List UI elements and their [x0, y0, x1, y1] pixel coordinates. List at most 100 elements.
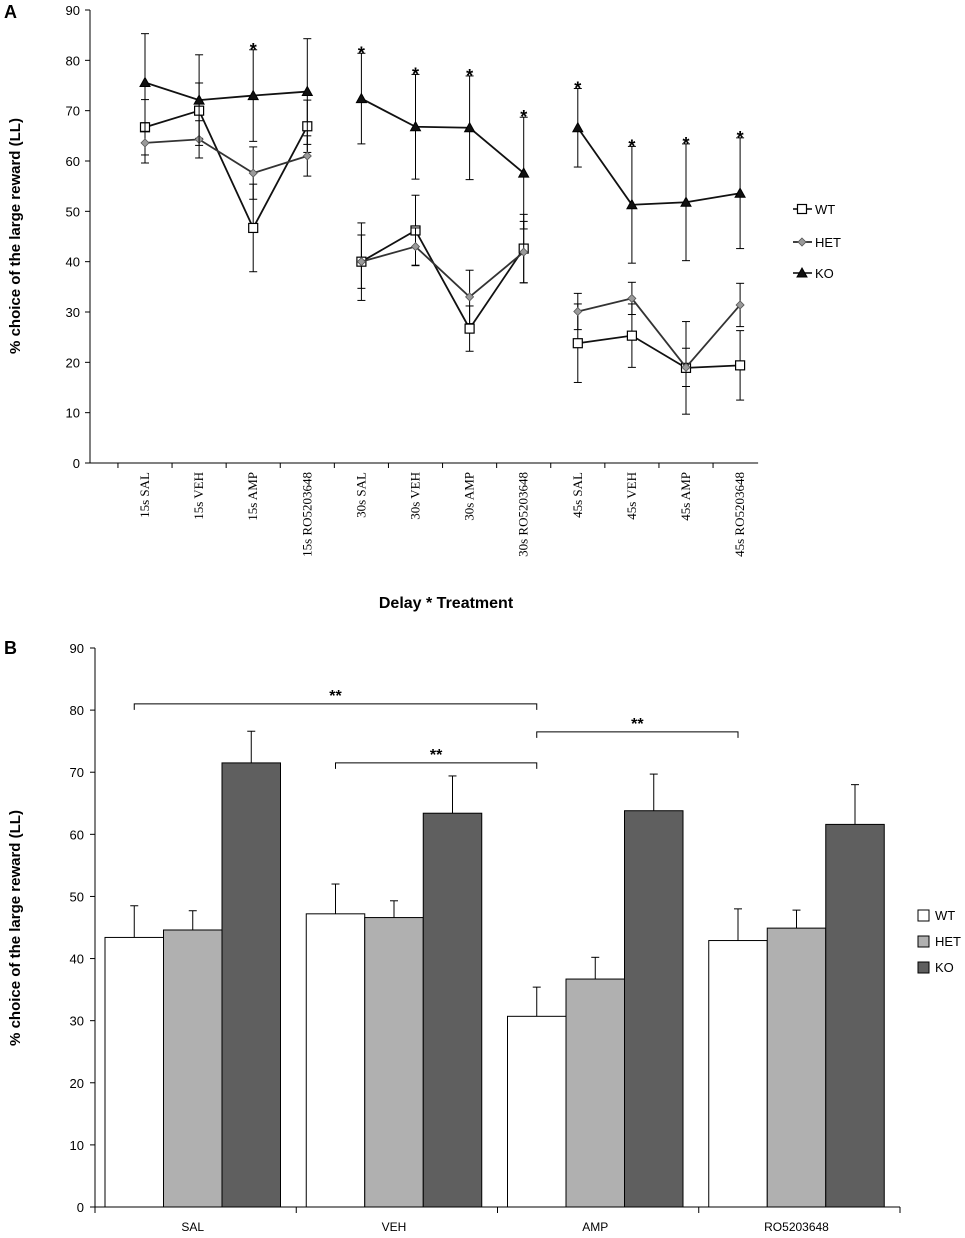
series-het-bars	[163, 900, 827, 1208]
bar-het	[766, 927, 827, 1208]
series-line-ko	[144, 81, 308, 102]
significance-star-a: *	[628, 136, 635, 156]
panel-b-label: B	[4, 638, 17, 658]
ko-point-marker	[193, 94, 205, 105]
bar-ko	[422, 812, 483, 1208]
bar-ko	[221, 762, 281, 1208]
het-point-marker	[465, 292, 475, 302]
x-category-label-a: 15s RO5203648	[299, 472, 314, 557]
het-point-marker	[797, 237, 807, 247]
legend-a: WT HET KO	[793, 202, 841, 281]
bar-het	[565, 978, 625, 1208]
bar-ko	[624, 810, 684, 1208]
het-point-marker	[735, 300, 745, 310]
wt-point-marker	[734, 360, 746, 371]
y-tick-label-b: 30	[70, 1014, 84, 1029]
bar-wt	[305, 913, 366, 1208]
het-point-marker	[573, 306, 583, 317]
ko-point-marker	[626, 198, 638, 210]
legend-swatch-het	[917, 935, 930, 948]
het-point-marker	[248, 168, 258, 178]
wt-point-marker	[464, 323, 475, 334]
wt-point-marker	[248, 222, 259, 234]
significance-star-a: *	[250, 40, 257, 60]
series-wt-bars	[104, 883, 768, 1208]
ko-point-marker	[463, 121, 476, 133]
bar-wt	[708, 940, 768, 1208]
legend-b: WT HET KO	[917, 908, 961, 975]
y-tick-label-a: 20	[66, 355, 80, 370]
bar-het	[364, 917, 424, 1208]
ko-point-marker	[571, 121, 584, 133]
significance-star-a: *	[574, 79, 581, 99]
significance-star-a: *	[466, 66, 473, 86]
x-category-label-a: 15s AMP	[245, 472, 260, 521]
ko-point-marker	[517, 167, 530, 178]
legend-label-wt: WT	[935, 908, 955, 923]
y-tick-label-b: 90	[70, 641, 84, 656]
series-line-het	[361, 245, 525, 299]
y-tick-label-b: 10	[70, 1138, 84, 1153]
legend-swatch-wt	[917, 909, 930, 922]
ko-point-marker	[139, 76, 151, 87]
x-category-label-a: 45s AMP	[678, 472, 693, 521]
y-tick-label-a: 50	[66, 204, 80, 219]
legend-label-ko: KO	[935, 960, 954, 975]
het-point-marker	[302, 151, 312, 161]
bar-ko	[825, 823, 885, 1208]
y-tick-label-a: 90	[66, 3, 80, 18]
het-point-marker	[356, 257, 366, 267]
bar-wt	[104, 936, 164, 1208]
bracket-line-b	[133, 703, 538, 710]
y-tick-label-a: 0	[73, 456, 80, 471]
x-category-label-a: 45s RO5203648	[732, 472, 747, 557]
y-tick-label-a: 10	[66, 406, 80, 421]
y-tick-label-a: 40	[66, 255, 80, 270]
y-axis-title-b: % choice of the large reward (LL)	[7, 810, 24, 1046]
panel-a-label: A	[4, 2, 17, 22]
y-tick-label-b: 80	[70, 703, 84, 718]
ko-point-marker	[355, 92, 368, 104]
bracket-line-b	[335, 762, 538, 769]
series-het	[140, 120, 745, 387]
het-point-marker	[519, 247, 529, 257]
series-line-het	[144, 138, 308, 175]
x-category-label-a: 45s SAL	[570, 472, 585, 518]
y-tick-label-b: 0	[77, 1200, 84, 1215]
legend-label-het: HET	[815, 235, 841, 250]
wt-point-marker	[626, 330, 638, 341]
legend-label-ko: KO	[815, 266, 834, 281]
series-line-ko	[360, 97, 525, 174]
x-category-label-a: 30s VEH	[408, 472, 423, 520]
significance-bracket-b: **	[133, 688, 538, 710]
significance-label-b: **	[430, 747, 443, 764]
significance-bracket-b: **	[536, 716, 739, 738]
het-point-marker	[681, 362, 691, 372]
significance-star-a: *	[412, 64, 419, 84]
series-line-wt	[360, 229, 525, 331]
y-tick-label-b: 70	[70, 765, 84, 780]
series-line-wt	[144, 109, 309, 230]
x-category-label-a: 45s VEH	[624, 472, 639, 520]
significance-label-b: **	[631, 716, 644, 733]
ko-point-marker	[301, 85, 314, 97]
x-category-label-a: 30s AMP	[462, 472, 477, 521]
y-tick-label-a: 60	[66, 154, 80, 169]
legend-swatch-ko	[917, 961, 930, 974]
x-axis-title-a: Delay * Treatment	[379, 595, 514, 612]
bar-wt	[507, 1015, 567, 1208]
series-line-ko	[577, 127, 741, 206]
significance-label-b: **	[329, 688, 342, 705]
y-tick-label-b: 40	[70, 952, 84, 967]
y-tick-label-a: 80	[66, 53, 80, 68]
het-point-marker	[410, 242, 421, 252]
x-category-label-a: 15s VEH	[191, 472, 206, 520]
x-category-label-a: 30s RO5203648	[516, 472, 531, 557]
y-axis-title-a: % choice of the large reward (LL)	[7, 118, 24, 354]
het-point-marker	[627, 293, 637, 303]
ko-point-marker	[796, 266, 808, 278]
ko-point-marker	[247, 89, 260, 101]
het-point-marker	[140, 138, 150, 148]
x-category-label-b: RO5203648	[764, 1220, 829, 1234]
significance-star-a: *	[358, 43, 365, 63]
